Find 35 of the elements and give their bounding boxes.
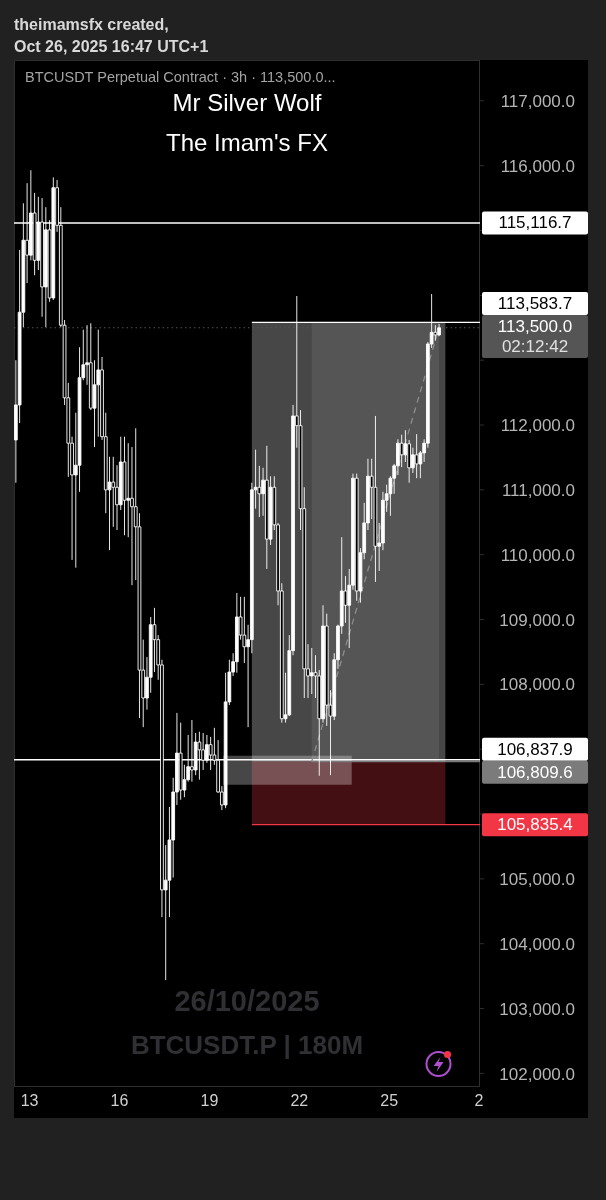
y-tick-label: 117,000.0 (500, 91, 575, 111)
y-tick-label: 110,000.0 (500, 545, 575, 565)
ref-line-label: 113,500.0 02:12:42 (497, 317, 573, 357)
chart-title: theimamsfx created, (14, 16, 169, 33)
candlestick (373, 415, 378, 583)
ref-line-label: 106,837.9 (497, 739, 573, 759)
y-tick-label: 116,000.0 (500, 156, 575, 176)
candlestick (235, 592, 239, 674)
ref-line-label: 115,116.7 (498, 213, 572, 233)
x-tick-label: 13 (20, 1092, 39, 1109)
y-tick-label: 104,000.0 (499, 934, 575, 954)
y-tick-label: 102,000.0 (499, 1064, 575, 1084)
candlestick (414, 433, 419, 479)
candlestick (309, 647, 314, 695)
y-tick-label: 105,000.0 (499, 870, 575, 889)
y-tick-label: 109,000.0 (499, 610, 575, 630)
x-tick-label: 19 (200, 1092, 219, 1109)
y-tick-label: 103,000.0 (499, 999, 575, 1019)
x-tick-label: 25 (380, 1092, 399, 1109)
x-tick-label: 22 (290, 1092, 309, 1109)
y-tick-label: 108,000.0 (499, 675, 575, 695)
data-label: 113,583.7 (497, 294, 573, 314)
data-label: 106,809.6 (497, 762, 573, 782)
annotation: The Imam's FX (166, 129, 328, 156)
annotation: BTCUSDT Perpetual Contract · 3h · 113,500.0... (25, 69, 336, 85)
candlestick (122, 436, 127, 536)
chart-subtitle: Oct 26, 2025 16:47 UTC+1 (14, 38, 209, 55)
y-tick-label: 112,000.0 (500, 416, 575, 436)
x-tick-label: 16 (110, 1092, 129, 1109)
y-tick-label: 111,000.0 (501, 480, 575, 500)
data-label: 105,835.4 (497, 815, 573, 835)
x-tick-label: 2 (474, 1092, 484, 1109)
candlestick (264, 445, 269, 570)
annotation: Mr Silver Wolf (172, 89, 322, 116)
candlestick (354, 473, 359, 602)
